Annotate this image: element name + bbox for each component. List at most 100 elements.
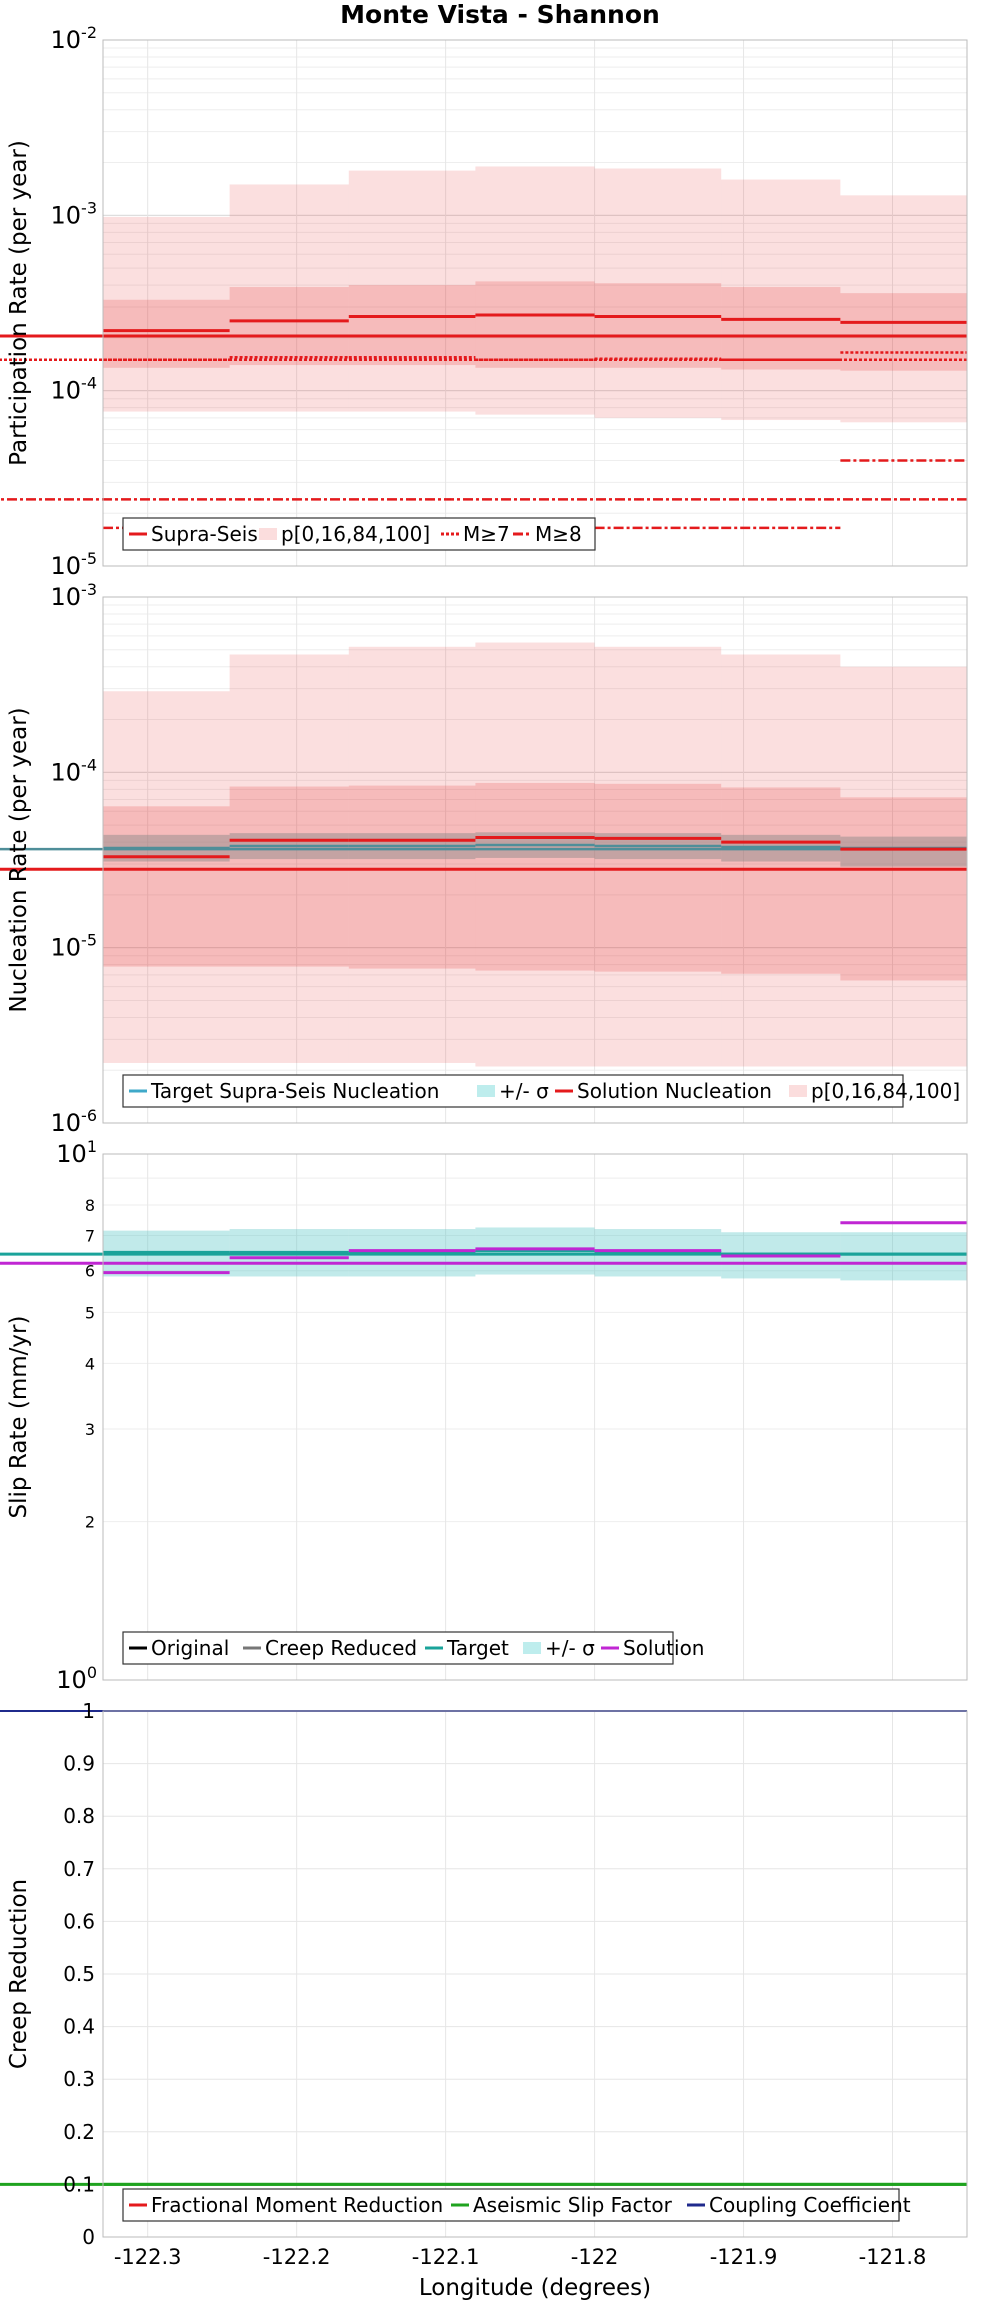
p0-100-band: [348, 646, 476, 1063]
y-tick-label: 0.6: [63, 1909, 95, 1933]
y-axis-label: Nucleation Rate (per year): [6, 707, 32, 1012]
legend-label: Fractional Moment Reduction: [151, 2193, 443, 2217]
legend-symbol: [789, 1085, 807, 1097]
legend-symbol: [477, 1085, 495, 1097]
y-axis-label: Slip Rate (mm/yr): [6, 1316, 32, 1519]
y-tick-label: 0.2: [63, 2120, 95, 2144]
participation-panel: 10-5 10-4 10-3 10-2 Participation Rate (per …: [0, 23, 968, 580]
x-tick-label: -121.9: [710, 2245, 778, 2269]
x-tick-label: -121.8: [859, 2245, 927, 2269]
y-tick-label: 10-3: [51, 580, 98, 611]
x-axis-label: Longitude (degrees): [419, 2275, 651, 2300]
legend-label: +/- σ: [545, 1636, 595, 1660]
p16-84-band: [840, 797, 967, 981]
y-tick-label: 10-2: [51, 23, 98, 54]
p16-84-band: [348, 785, 476, 969]
legend-label: M≥8: [535, 522, 582, 546]
legend-label: Solution: [623, 1636, 704, 1660]
p0-100-band: [721, 179, 841, 421]
p0-100-band: [475, 642, 595, 1067]
y-minor-tick-label: 6: [85, 1262, 95, 1281]
y-tick-label: 1: [82, 1699, 95, 1723]
target-sigma-band: [840, 1232, 967, 1281]
legend-label: Supra-Seis: [151, 522, 258, 546]
legend-box: [122, 2188, 900, 2222]
p0-100-band: [103, 216, 230, 412]
y-tick-label: 0.8: [63, 1804, 95, 1828]
y-minor-tick-label: 8: [85, 1196, 95, 1215]
y-tick-label: 0.9: [63, 1752, 95, 1776]
legend-label: Aseismic Slip Factor: [473, 2193, 673, 2217]
p16-84-band: [594, 783, 722, 972]
p16-84-band: [103, 806, 230, 967]
p16-84-band: [475, 281, 595, 368]
legend-label: +/- σ: [499, 1079, 549, 1103]
p0-100-band: [840, 195, 967, 423]
y-tick-label: 0.1: [63, 2172, 95, 2196]
plot-frame: [102, 596, 968, 1124]
y-minor-tick-label: 4: [85, 1354, 95, 1373]
x-tick-label: -122.1: [412, 2245, 480, 2269]
p0-100-band: [594, 646, 722, 1067]
legend-symbol: [259, 528, 277, 540]
p16-84-band: [594, 283, 722, 368]
legend-label: Target Supra-Seis Nucleation: [150, 1079, 439, 1103]
y-tick-label: 10-5: [51, 931, 98, 962]
p0-100-band: [103, 691, 230, 1063]
p0-100-band: [229, 184, 349, 412]
y-axis-label: Participation Rate (per year): [6, 140, 32, 466]
y-tick-label: 10-3: [51, 198, 98, 229]
y-tick-label: 10-4: [51, 755, 98, 786]
legend-patch-swatch: [523, 1642, 541, 1654]
creep-panel: 0 0.1 0.2 0.3 0.4 0.5 0.6 0.7 0.8 0.9 1 Creep Reduc…: [0, 1699, 968, 2300]
y-tick-label: 0.4: [63, 2015, 95, 2039]
legend-label: Creep Reduced: [265, 1636, 417, 1660]
p16-84-band: [721, 787, 841, 974]
x-tick-label: -122: [571, 2245, 619, 2269]
x-tick-label: -122.3: [114, 2245, 182, 2269]
legend-label: Original: [151, 1636, 229, 1660]
legend-label: M≥7: [463, 522, 510, 546]
y-minor-tick-label: 7: [85, 1226, 95, 1245]
legend-patch-swatch: [789, 1085, 807, 1097]
legend-box: [122, 1631, 674, 1665]
p0-100-band: [721, 654, 841, 1067]
chart-title: Monte Vista - Shannon: [340, 0, 660, 29]
y-minor-tick-label: 5: [85, 1303, 95, 1322]
legend-symbol: [523, 1642, 541, 1654]
y-tick-label: 101: [56, 1137, 97, 1168]
y-minor-tick-label: 3: [85, 1420, 95, 1439]
y-tick-label: 100: [56, 1663, 97, 1694]
legend-label: Solution Nucleation: [577, 1079, 772, 1103]
legend-patch-swatch: [259, 528, 277, 540]
p0-100-band: [348, 170, 476, 412]
y-tick-label: 10-6: [51, 1106, 98, 1137]
p16-84-band: [348, 285, 476, 366]
plot-frame: [102, 1153, 968, 1681]
y-tick-label: 10-5: [51, 549, 98, 580]
p0-100-band: [594, 168, 722, 418]
y-tick-label: 0.5: [63, 1962, 95, 1986]
p16-84-band: [475, 782, 595, 971]
y-tick-label: 0.3: [63, 2067, 95, 2091]
x-tick-label: -122.2: [263, 2245, 331, 2269]
p0-100-band: [475, 166, 595, 415]
target-sigma-band: [840, 836, 967, 867]
p16-84-band: [721, 287, 841, 370]
plot-frame: [102, 1710, 968, 2238]
nucleation-panel: 10-6 10-5 10-4 10-3 Nucleation Rate (per yea…: [0, 580, 968, 1137]
p16-84-band: [840, 293, 967, 371]
y-tick-label: 0.7: [63, 1857, 95, 1881]
legend-label: Coupling Coefficient: [709, 2193, 911, 2217]
legend-box: [122, 1074, 904, 1108]
y-axis-label: Creep Reduction: [6, 1879, 32, 2069]
legend-label: p[0,16,84,100]: [811, 1079, 960, 1103]
legend-label: p[0,16,84,100]: [281, 522, 430, 546]
slip-panel: 100 101 2 3 4 5 6 7 8 Slip Rate (mm/yr) Original Cr…: [0, 1137, 968, 1694]
y-minor-tick-label: 2: [85, 1513, 95, 1532]
p16-84-band: [229, 287, 349, 366]
legend-label: Target: [446, 1636, 509, 1660]
p0-100-band: [229, 654, 349, 1063]
